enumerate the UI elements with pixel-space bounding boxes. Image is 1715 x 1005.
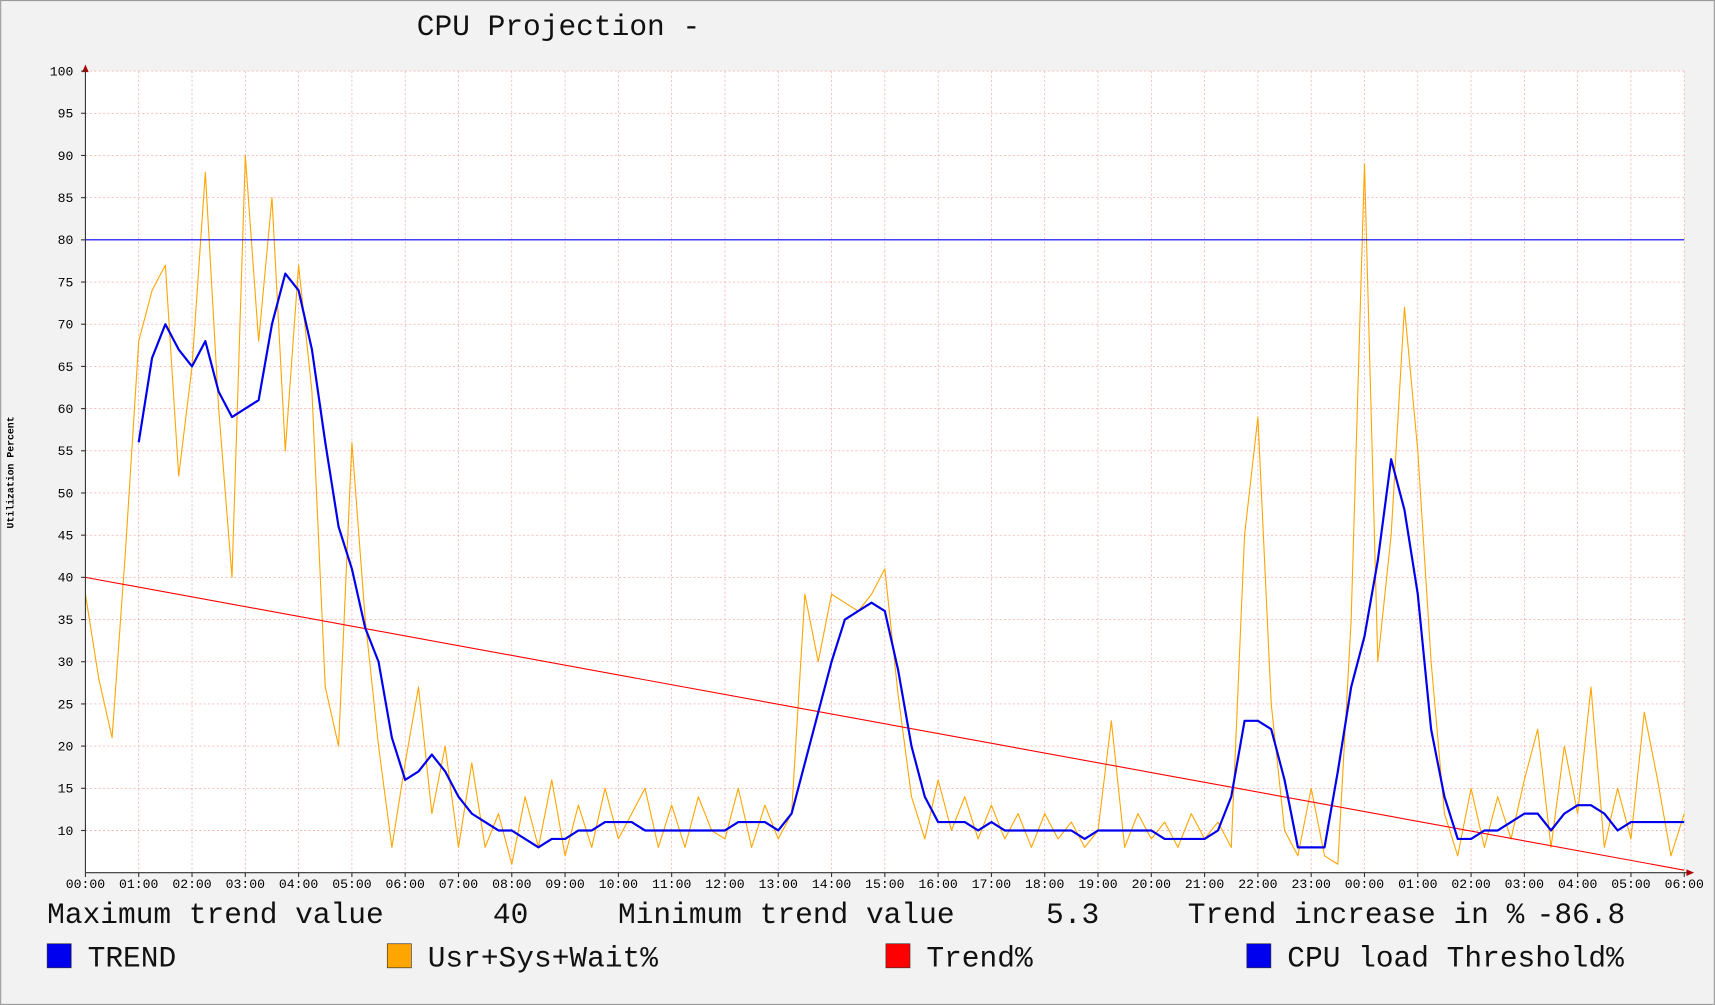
annotation-value: 5.3 [1046, 898, 1099, 932]
x-tick-label: 18:00 [1025, 877, 1064, 892]
y-tick-label: 55 [58, 444, 74, 459]
x-tick-label: 15:00 [865, 877, 904, 892]
annotation-label: Trend increase in % [1188, 898, 1525, 932]
x-tick-label: 19:00 [1078, 877, 1117, 892]
legend-swatch [1246, 943, 1272, 969]
x-tick-label: 05:00 [1611, 877, 1650, 892]
y-tick-label: 70 [58, 318, 74, 333]
labels: 10 15 20 25 30 35 40 45 50 55 60 65 70 75 80 85 90 95 100 0… [46, 64, 1704, 976]
y-axis-label: Utilization Percent [5, 416, 16, 528]
y-tick-label: 100 [50, 64, 74, 79]
x-tick-label: 11:00 [652, 877, 691, 892]
legend-label: Usr+Sys+Wait% [428, 942, 659, 976]
annotation-value: 40 [493, 898, 528, 932]
legend-swatch [386, 943, 412, 969]
x-tick-label: 23:00 [1292, 877, 1331, 892]
x-tick-label: 06:00 [1665, 877, 1704, 892]
x-tick-label: 01:00 [1398, 877, 1437, 892]
series-line [85, 576, 1685, 871]
annotation-value: -86.8 [1537, 898, 1626, 932]
series-line [84, 154, 1685, 865]
x-tick-label: 08:00 [492, 877, 531, 892]
y-tick-label: 15 [58, 782, 74, 797]
y-tick-label: 90 [58, 149, 74, 164]
y-tick-label: 10 [58, 824, 74, 839]
legend-label: CPU load Threshold% [1287, 942, 1624, 976]
legend-swatch [46, 943, 72, 969]
chart-title: CPU Projection - [417, 10, 700, 44]
y-tick-label: 95 [58, 107, 74, 122]
axis-arrow [1686, 869, 1695, 876]
x-tick-label: 07:00 [439, 877, 478, 892]
x-tick-label: 22:00 [1238, 877, 1277, 892]
y-tick-label: 60 [58, 402, 74, 417]
legend-label: Trend% [926, 942, 1033, 976]
axis-arrow [82, 64, 89, 73]
x-tick-label: 06:00 [386, 877, 425, 892]
y-tick-label: 35 [58, 613, 74, 628]
y-tick-label: 45 [58, 529, 74, 544]
x-tick-label: 03:00 [1505, 877, 1544, 892]
x-tick-label: 04:00 [279, 877, 318, 892]
x-tick-label: 16:00 [918, 877, 957, 892]
x-tick-label: 09:00 [545, 877, 584, 892]
x-tick-label: 01:00 [119, 877, 158, 892]
y-tick-label: 65 [58, 360, 74, 375]
x-tick-label: 00:00 [1345, 877, 1384, 892]
annotation-label: Minimum trend value [618, 898, 955, 932]
series [84, 154, 1685, 871]
x-tick-label: 03:00 [226, 877, 265, 892]
x-tick-label: 13:00 [759, 877, 798, 892]
x-tick-label: 20:00 [1132, 877, 1171, 892]
y-tick-label: 40 [58, 571, 74, 586]
y-tick-label: 25 [58, 697, 74, 712]
x-tick-label: 05:00 [332, 877, 371, 892]
y-tick-label: 20 [58, 739, 74, 754]
annotation-label: Maximum trend value [47, 898, 384, 932]
y-tick-label: 30 [58, 655, 74, 670]
x-tick-label: 21:00 [1185, 877, 1224, 892]
y-tick-label: 75 [58, 275, 74, 290]
x-tick-label: 14:00 [812, 877, 851, 892]
x-tick-label: 12:00 [705, 877, 744, 892]
series-line [137, 272, 1685, 849]
plot-area [85, 71, 1685, 873]
x-tick-label: 04:00 [1558, 877, 1597, 892]
y-tick-label: 85 [58, 191, 74, 206]
x-tick-label: 02:00 [172, 877, 211, 892]
legend-swatch [885, 943, 911, 969]
x-tick-label: 00:00 [66, 877, 105, 892]
x-tick-label: 10:00 [599, 877, 638, 892]
y-tick-label: 50 [58, 486, 74, 501]
legend-label: TREND [88, 942, 177, 976]
x-tick-label: 17:00 [972, 877, 1011, 892]
y-tick-label: 80 [58, 233, 74, 248]
x-tick-label: 02:00 [1451, 877, 1490, 892]
